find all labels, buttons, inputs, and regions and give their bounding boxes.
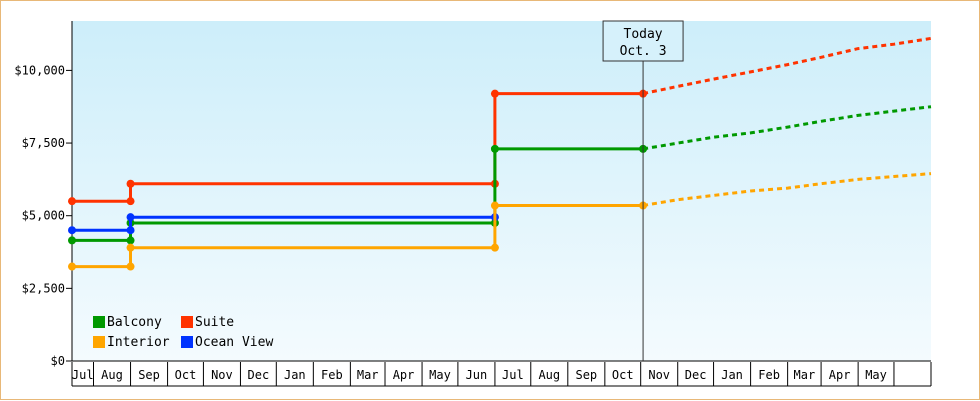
- x-tick-label: Aug: [101, 368, 123, 382]
- legend-item-suite: Suite: [181, 315, 234, 330]
- x-tick-label: Jul: [502, 368, 524, 382]
- x-tick-label: Aug: [538, 368, 560, 382]
- x-tick-label: Sep: [575, 368, 597, 382]
- plot-area: [72, 21, 931, 361]
- legend-swatch: [181, 316, 193, 328]
- legend-item-ocean-view: Ocean View: [181, 335, 273, 350]
- x-tick-label: Mar: [357, 368, 379, 382]
- x-tick-label: May: [865, 368, 887, 382]
- data-point: [490, 89, 499, 98]
- data-point: [490, 201, 499, 210]
- today-label: Today: [624, 27, 663, 42]
- data-point: [126, 243, 135, 252]
- x-tick-label: Oct: [612, 368, 634, 382]
- data-point: [126, 213, 135, 222]
- data-point: [126, 179, 135, 188]
- x-tick-label: Jul: [72, 368, 94, 382]
- series-line: [72, 215, 495, 232]
- legend-swatch: [93, 336, 105, 348]
- data-point: [68, 262, 76, 271]
- x-tick-label: Mar: [794, 368, 816, 382]
- data-point: [126, 262, 135, 271]
- series-line: [72, 92, 644, 203]
- x-tick-label: Apr: [829, 368, 851, 382]
- data-point: [490, 144, 499, 153]
- x-tick-label: Oct: [175, 368, 197, 382]
- data-point: [68, 236, 76, 245]
- legend-item-interior: Interior: [93, 335, 170, 350]
- data-point: [68, 197, 76, 206]
- legend-label: Interior: [107, 335, 170, 350]
- series-balcony: [68, 105, 932, 245]
- x-tick-label: Dec: [685, 368, 707, 382]
- x-tick-label: Jan: [284, 368, 306, 382]
- data-point: [490, 243, 499, 252]
- today-date: Oct. 3: [620, 44, 667, 59]
- legend-label: Suite: [195, 315, 234, 330]
- y-tick-label: $2,500: [22, 281, 65, 295]
- legend-label: Ocean View: [195, 335, 273, 350]
- legend-swatch: [181, 336, 193, 348]
- y-tick-label: $10,000: [14, 63, 65, 77]
- legend-label: Balcony: [107, 315, 162, 330]
- x-tick-label: Sep: [138, 368, 160, 382]
- legend-swatch: [93, 316, 105, 328]
- y-tick-label: $7,500: [22, 136, 65, 150]
- x-tick-label: Nov: [211, 368, 233, 382]
- legend-item-balcony: Balcony: [93, 315, 162, 330]
- data-point: [126, 236, 135, 245]
- series-suite: [68, 36, 932, 206]
- data-point: [68, 226, 76, 235]
- series-line: [72, 204, 644, 269]
- series-ocean-view: [68, 213, 499, 235]
- forecast-line: [642, 105, 932, 151]
- data-point: [126, 226, 135, 235]
- today-box: [602, 20, 684, 62]
- forecast-line: [642, 172, 932, 207]
- x-tick-label: Nov: [648, 368, 670, 382]
- data-point: [126, 197, 135, 206]
- y-tick-label: $0: [51, 354, 65, 368]
- x-tick-label: Feb: [321, 368, 343, 382]
- x-tick-label: Apr: [393, 368, 415, 382]
- x-tick-label: May: [429, 368, 451, 382]
- series-line: [72, 147, 644, 242]
- x-tick-label: Jan: [721, 368, 743, 382]
- x-tick-label: Jun: [466, 368, 488, 382]
- y-tick-label: $5,000: [22, 209, 65, 223]
- x-tick-label: Dec: [248, 368, 270, 382]
- forecast-line: [642, 36, 932, 96]
- x-tick-label: Feb: [758, 368, 780, 382]
